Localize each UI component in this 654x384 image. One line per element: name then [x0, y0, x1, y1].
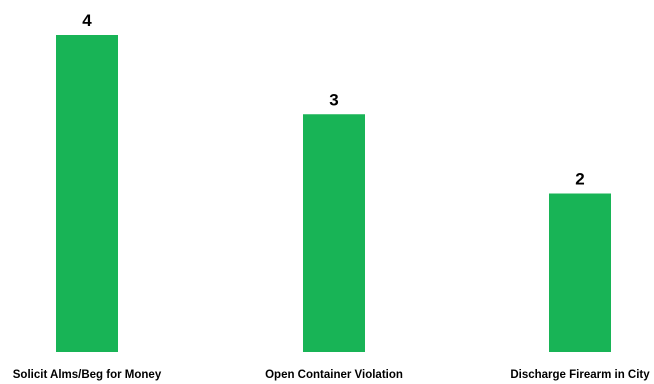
bar-1 — [56, 35, 118, 352]
category-label-2: Open Container Violation — [265, 369, 403, 381]
category-label-1: Solicit Alms/Beg for Money — [13, 369, 162, 381]
bar-value-label-2: 3 — [329, 90, 338, 109]
category-labels-group: Solicit Alms/Beg for Money Open Container… — [13, 369, 650, 381]
bar-value-label-1: 4 — [82, 11, 92, 30]
bar-value-label-3: 2 — [575, 170, 584, 189]
value-labels-group: 4 3 2 — [82, 11, 584, 189]
bars-group — [56, 35, 611, 352]
category-label-3: Discharge Firearm in City — [510, 369, 650, 381]
bar-3 — [549, 193, 611, 352]
bar-2 — [303, 114, 365, 352]
